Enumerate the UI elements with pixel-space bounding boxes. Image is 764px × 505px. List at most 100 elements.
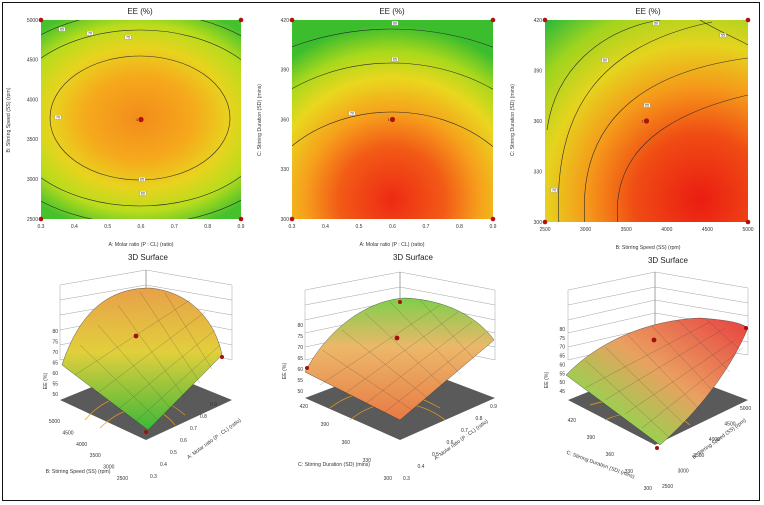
contour-2-x-ticks: 0.3 0.4 0.5 0.6 0.7 0.8 0.9	[289, 224, 497, 230]
floor-tick-left: 3000	[103, 465, 114, 471]
x-tick-label: 0.5	[104, 224, 111, 230]
contour-1-xlabel: A: Molar ratio (P : CL) (ratio)	[108, 242, 173, 248]
floor-tick-right: 0.3	[150, 474, 157, 480]
surface-3-point-front	[655, 446, 659, 450]
floor-tick-right: 0.6	[180, 438, 187, 444]
contour-label: 70	[88, 32, 92, 36]
surface-plot-a-c: 3D Surface 50 55 60 65 70 75 80 420 390 360 330 30…	[282, 253, 497, 482]
contour-1-y-ticks: 2500 3000 3500 4000 4500 5000	[27, 18, 38, 223]
x-tick-label: 4500	[702, 227, 713, 233]
design-point	[289, 216, 295, 222]
surface-2-title: 3D Surface	[393, 253, 434, 262]
y-tick-label: 420	[534, 18, 543, 24]
y-tick-label: 300	[534, 220, 543, 226]
z-tick-label: 60	[559, 362, 565, 368]
surface-2-grid	[319, 299, 486, 417]
surface-1-point-front	[144, 430, 148, 434]
contour-label-box	[139, 191, 147, 196]
y-tick-label: 360	[281, 117, 290, 123]
contour-1-title: EE (%)	[127, 7, 153, 16]
design-point	[289, 17, 295, 23]
z-tick-label: 50	[52, 392, 58, 398]
floor-tick-left: 330	[363, 458, 372, 464]
contour-2-design-points: 1	[289, 17, 496, 222]
contour-label-box	[138, 177, 146, 182]
design-point	[38, 17, 44, 23]
contour-3-design-points: 1	[542, 17, 751, 225]
y-tick-label: 420	[281, 18, 290, 24]
contour-label: 70	[350, 112, 354, 116]
design-point	[542, 17, 548, 23]
floor-tick-right: 3500	[693, 453, 704, 459]
floor-tick-right: 0.4	[418, 464, 425, 470]
floor-tick-right: 2500	[662, 484, 673, 490]
surface-1-xlabel: A: Molar ratio (P : CL) (ratio)	[186, 417, 242, 460]
floor-tick-right: 0.7	[190, 426, 197, 432]
contour-label-box	[124, 35, 132, 40]
x-tick-label: 3500	[621, 227, 632, 233]
y-tick-label: 2500	[27, 217, 38, 223]
contour-label-box	[348, 111, 356, 116]
y-tick-label: 330	[281, 167, 290, 173]
contour-2-lines	[292, 28, 493, 148]
z-tick-label: 75	[52, 340, 58, 346]
contour-label: 65	[60, 28, 64, 32]
surface-1-center-point	[133, 333, 139, 339]
design-point	[542, 219, 548, 225]
z-tick-label: 65	[559, 354, 565, 360]
surface-3-zlabel: EE (%)	[544, 372, 550, 389]
contour-label-box	[86, 31, 94, 36]
surface-1-zlabel: EE (%)	[43, 373, 49, 390]
contour-2-ylabel: C: Stirring Duration (SD) (mins)	[257, 84, 263, 156]
z-tick-label: 70	[297, 345, 303, 351]
surface-2-z-ticks: 50 55 60 65 70 75 80	[297, 323, 303, 395]
surface-2-point-top	[398, 300, 402, 304]
floor-tick-right: 0.9	[210, 402, 217, 408]
z-tick-label: 60	[297, 367, 303, 373]
contour-3-lines	[546, 20, 748, 222]
floor-tick-right: 0.7	[461, 428, 468, 434]
contour-2-y-ticks: 300 330 360 390 420	[281, 18, 290, 223]
z-tick-label: 45	[559, 389, 565, 395]
surface-1-point-right	[220, 355, 224, 359]
contour-3-xlabel: B: Stirring Speed (SS) (rpm)	[616, 245, 681, 251]
surface-2-mesh	[304, 297, 495, 421]
x-tick-label: 0.3	[289, 224, 296, 230]
contour-3-level-55	[546, 20, 661, 131]
center-point-label: 1	[388, 118, 390, 122]
contour-3-level-65	[583, 57, 748, 222]
floor-tick-left: 2500	[117, 476, 128, 482]
surface-3-floor-ticks: 420 390 360 330 300 2500 3000 3500 4000 4500 5000	[568, 406, 752, 492]
z-tick-label: 55	[559, 371, 565, 377]
y-tick-label: 5000	[27, 18, 38, 24]
surface-3-xlabel: B: Stirring Speed (SS) (rpm)	[691, 418, 747, 461]
z-tick-label: 75	[559, 336, 565, 342]
contour-3-level-50	[699, 20, 748, 46]
x-tick-label: 0.9	[238, 224, 245, 230]
contour-label-box	[54, 115, 62, 120]
z-tick-label: 65	[52, 361, 58, 367]
floor-tick-right: 0.9	[490, 404, 497, 410]
x-tick-label: 0.7	[171, 224, 178, 230]
design-point	[490, 216, 496, 222]
contour-label-box	[58, 27, 66, 32]
floor-tick-left: 360	[606, 452, 615, 458]
surface-2-zlabel: EE (%)	[282, 363, 288, 380]
center-point	[138, 116, 144, 123]
x-tick-label: 0.3	[38, 224, 45, 230]
floor-tick-right: 0.5	[170, 450, 177, 456]
floor-tick-right: 0.3	[403, 476, 410, 482]
center-point	[389, 116, 396, 123]
contour-2-level-65	[292, 62, 493, 90]
contour-label: 50	[654, 22, 658, 26]
floor-tick-right: 0.8	[476, 416, 483, 422]
floor-tick-right: 0.8	[200, 414, 207, 420]
contour-label: 60	[393, 22, 397, 26]
center-point-label: 1	[642, 120, 644, 124]
contour-3-ylabel: C: Stirring Duration (SD) (mins)	[510, 84, 516, 156]
contour-label: 65	[140, 178, 144, 182]
contour-1-design-points: 1	[38, 17, 244, 222]
contour-label: 70	[56, 116, 60, 120]
